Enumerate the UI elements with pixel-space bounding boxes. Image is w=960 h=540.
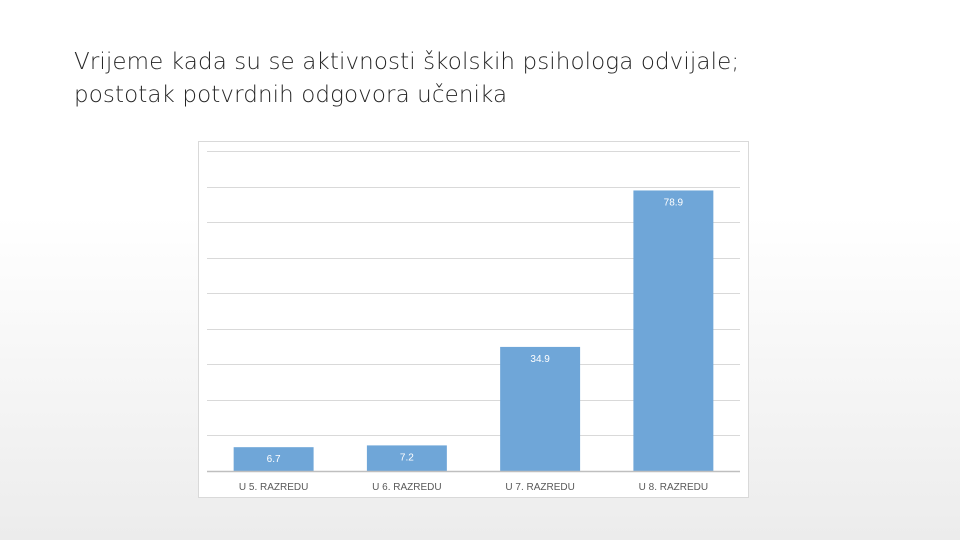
bar-4 (633, 190, 714, 471)
slide-title-line-2: postotak potvrdnih odgovora učenika (74, 82, 508, 108)
x-tick-label-3: U 7. RAZREDU (505, 482, 574, 493)
data-label-1: 6.7 (267, 454, 281, 465)
x-tick-label-4: U 8. RAZREDU (639, 482, 708, 493)
data-label-4: 78.9 (664, 197, 684, 208)
slide-title: Vrijeme kada su se aktivnosti školskih p… (74, 46, 914, 112)
slide-title-line-1: Vrijeme kada su se aktivnosti školskih p… (74, 49, 740, 75)
bar-chart: 6.7 U 5. RAZREDU 7.2 U 6. RAZREDU 34.9 U 7. R… (207, 151, 740, 493)
x-tick-label-2: U 6. RAZREDU (372, 482, 441, 493)
data-label-2: 7.2 (400, 452, 414, 463)
x-tick-label-1: U 5. RAZREDU (239, 482, 308, 493)
chart-frame: 6.7 U 5. RAZREDU 7.2 U 6. RAZREDU 34.9 U 7. R… (198, 141, 749, 498)
data-label-3: 34.9 (530, 354, 550, 365)
bar-1 (233, 447, 314, 471)
bar-3 (500, 346, 581, 471)
bar-2 (366, 445, 447, 471)
